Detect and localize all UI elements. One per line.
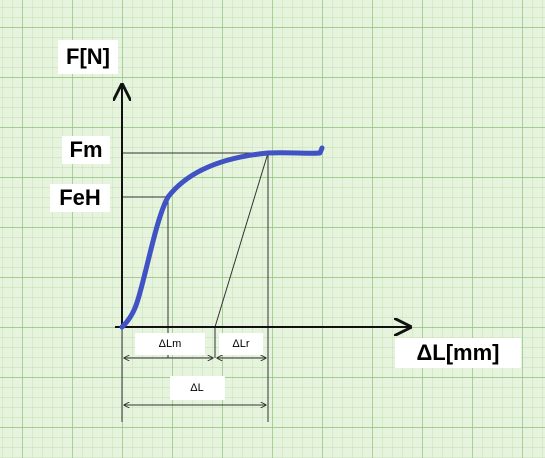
page: F[N] Fm FeH ΔL[mm] ΔLm ΔLr ΔL (() => { c… <box>0 0 545 458</box>
dl-label: ΔL <box>190 382 203 394</box>
dlm-label: ΔLm <box>159 338 182 350</box>
fm-label: Fm <box>70 137 103 162</box>
dlr-label: ΔLr <box>232 338 249 350</box>
x-axis-label: ΔL[mm] <box>416 340 499 365</box>
feh-label: FeH <box>59 185 101 210</box>
diagram: F[N] Fm FeH ΔL[mm] ΔLm ΔLr ΔL <box>0 0 545 458</box>
y-axis-label: F[N] <box>66 44 110 69</box>
